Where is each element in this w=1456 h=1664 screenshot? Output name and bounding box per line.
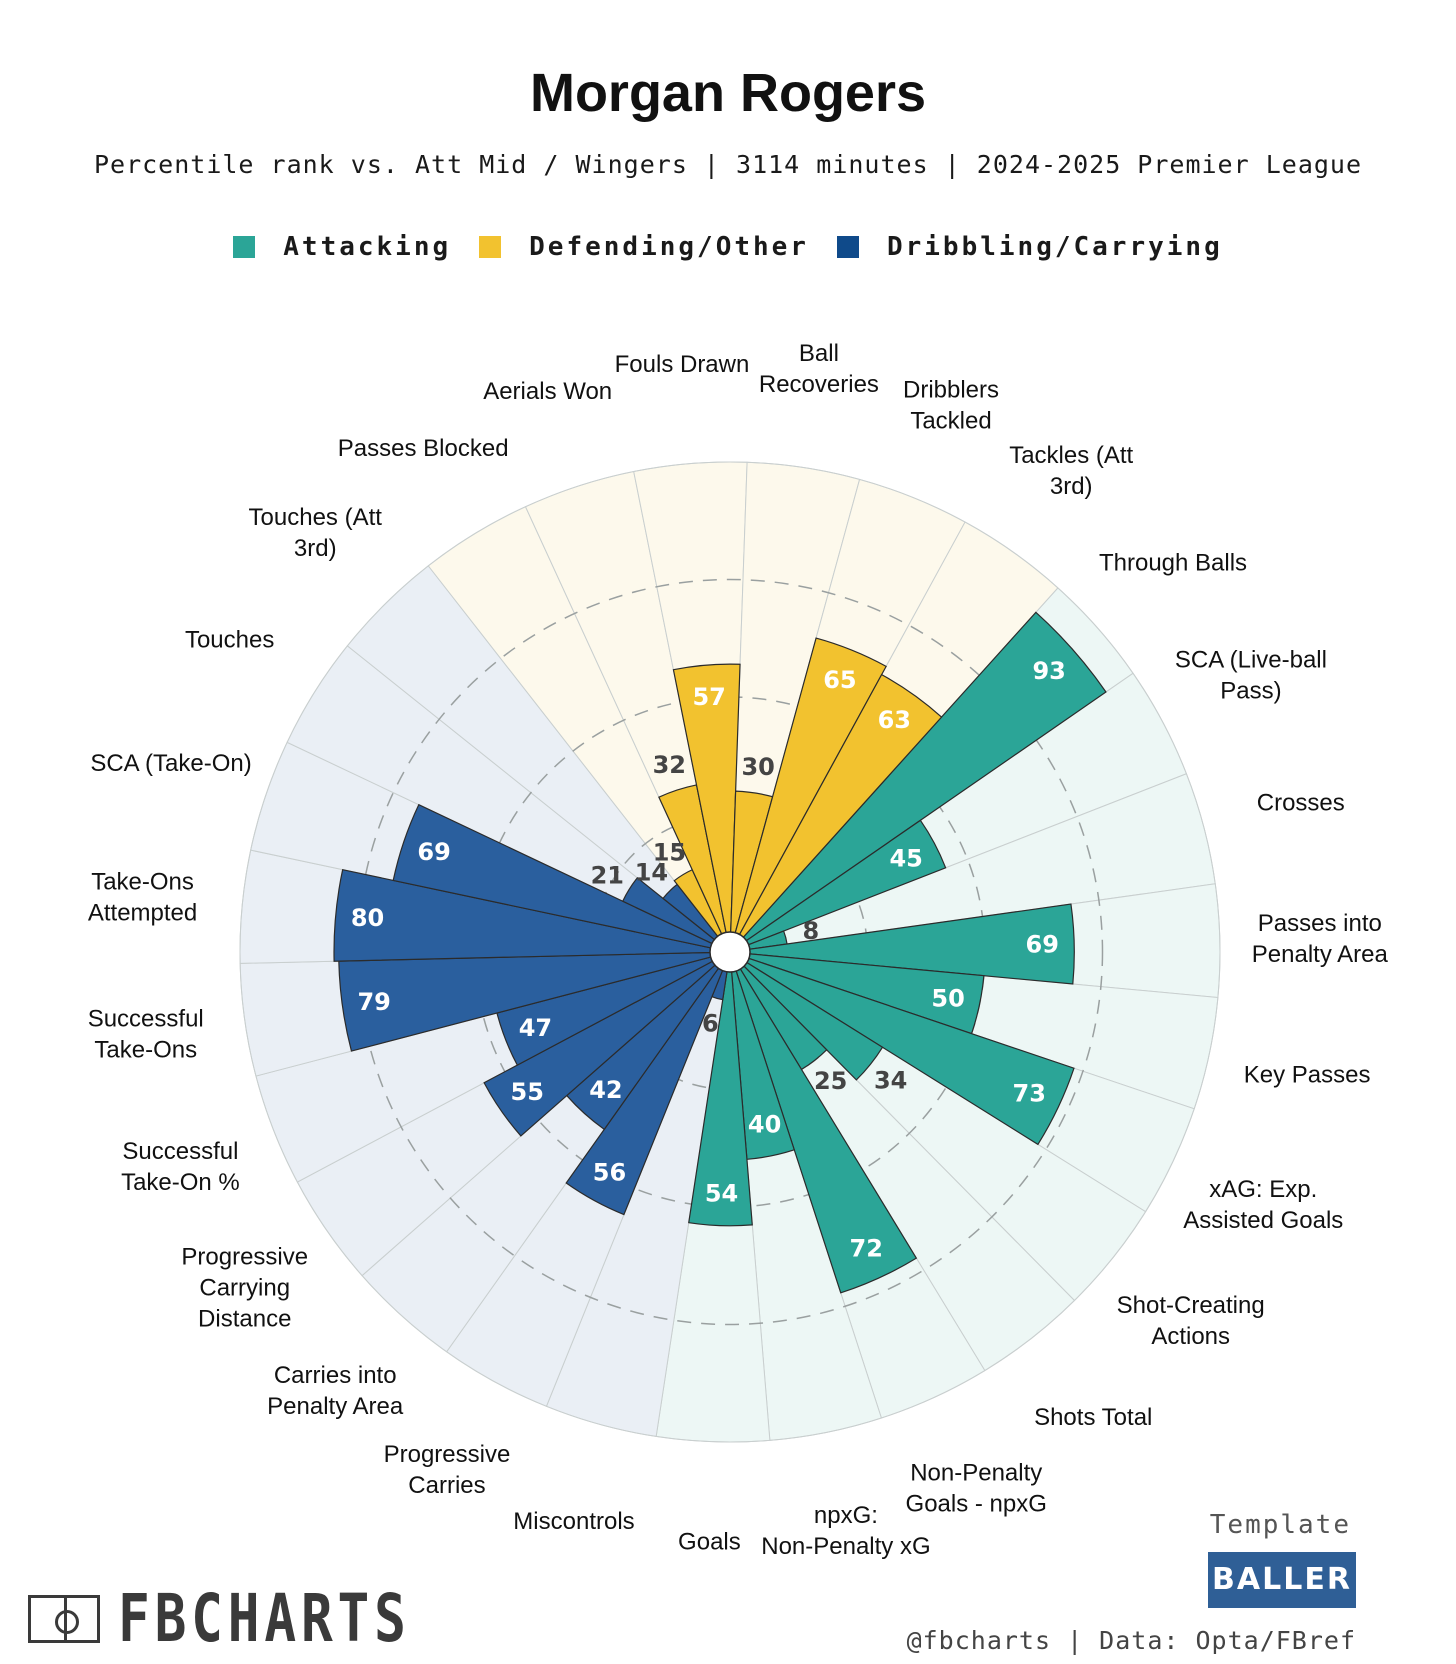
value-label-through-balls: 93 xyxy=(1032,657,1065,685)
value-label-fouls-drawn: 57 xyxy=(692,683,725,711)
legend-label-attacking: Attacking xyxy=(283,232,452,262)
category-label-crosses: Crosses xyxy=(1257,790,1345,817)
category-label-key-passes: Key Passes xyxy=(1244,1062,1371,1089)
category-label-fouls-drawn: Fouls Drawn xyxy=(615,351,750,378)
value-label-shot-creating-actions: 34 xyxy=(874,1067,907,1095)
legend-item-dribbling: Dribbling/Carrying xyxy=(836,232,1223,262)
value-label-touches: 21 xyxy=(591,861,624,889)
value-label-key-passes: 50 xyxy=(931,984,964,1012)
brand-name: FBCHARTS xyxy=(118,1580,411,1657)
category-label-touches: Touches xyxy=(185,626,274,653)
legend-item-attacking: Attacking xyxy=(233,232,451,262)
category-label-sca-take-on: SCA (Take-On) xyxy=(90,750,251,777)
pitch-icon xyxy=(28,1594,100,1643)
category-label-goals: Goals xyxy=(678,1529,741,1556)
template-label: Template xyxy=(1209,1510,1351,1540)
value-label-crosses: 8 xyxy=(803,917,820,945)
value-label-successful-take-on: 47 xyxy=(519,1014,552,1042)
value-label-ball-recoveries: 30 xyxy=(741,753,774,781)
legend-item-defending: Defending/Other xyxy=(479,232,809,262)
gridline-75 xyxy=(356,578,1104,1326)
value-label-dribblers-tackled: 65 xyxy=(823,666,856,694)
category-label-progressive-carrying-distance: Progressive Carrying Distance xyxy=(181,1244,308,1333)
value-label-non-penalty-goals-npxg: 72 xyxy=(850,1235,883,1263)
category-label-successful-take-ons: Successful Take-Ons xyxy=(88,1006,204,1064)
category-label-shots-total: Shots Total xyxy=(1034,1404,1152,1431)
legend-swatch-dribbling xyxy=(836,236,859,258)
value-label-aerials-won: 32 xyxy=(653,751,686,779)
value-label-passes-blocked: 15 xyxy=(653,838,686,866)
category-label-dribblers-tackled: Dribblers Tackled xyxy=(903,376,999,434)
value-label-goals: 54 xyxy=(705,1180,738,1208)
value-label-miscontrols: 6 xyxy=(702,1010,719,1038)
chart-title: Morgan Rogers xyxy=(529,63,927,123)
category-label-shot-creating-actions: Shot-Creating Actions xyxy=(1117,1292,1265,1350)
legend-label-dribbling: Dribbling/Carrying xyxy=(886,232,1223,262)
value-label-progressive-carries: 56 xyxy=(593,1158,626,1186)
legend-label-defending: Defending/Other xyxy=(529,232,809,262)
category-label-miscontrols: Miscontrols xyxy=(513,1508,634,1535)
category-label-tackles-att-3rd: Tackles (Att 3rd) xyxy=(1009,442,1133,500)
category-label-carries-into-penalty-area: Carries into Penalty Area xyxy=(267,1362,404,1420)
value-label-passes-into-penalty-area: 69 xyxy=(1026,931,1059,959)
legend-swatch-attacking xyxy=(233,236,256,258)
template-badge: BALLER xyxy=(1208,1552,1356,1608)
outer-ring xyxy=(239,461,1221,1443)
category-label-npxg-non-penalty-xg: npxG: Non-Penalty xG xyxy=(761,1502,930,1560)
value-label-tackles-att-3rd: 63 xyxy=(878,706,911,734)
value-label-sca-take-on: 69 xyxy=(417,838,450,866)
category-label-non-penalty-goals-npxg: Non-Penalty Goals - npxG xyxy=(906,1460,1047,1518)
category-label-passes-into-penalty-area: Passes into Penalty Area xyxy=(1252,910,1389,968)
category-label-through-balls: Through Balls xyxy=(1099,549,1247,576)
value-label-touches-att-3rd: 14 xyxy=(635,858,668,886)
category-label-aerials-won: Aerials Won xyxy=(483,378,612,405)
value-label-shots-total: 25 xyxy=(814,1067,847,1095)
value-label-xag-exp-assisted-goals: 73 xyxy=(1013,1080,1046,1108)
brand-logo-group: FBCHARTS xyxy=(28,1580,484,1657)
category-label-touches-att-3rd: Touches (Att 3rd) xyxy=(249,504,383,562)
value-label-progressive-carrying-distance: 55 xyxy=(511,1078,544,1106)
category-label-xag-exp-assisted-goals: xAG: Exp. Assisted Goals xyxy=(1183,1176,1343,1234)
value-label-successful-take-ons: 79 xyxy=(357,988,390,1016)
chart-subtitle: Percentile rank vs. Att Mid / Wingers | … xyxy=(93,150,1363,179)
category-label-passes-blocked: Passes Blocked xyxy=(338,435,509,462)
category-label-progressive-carries: Progressive Carries xyxy=(384,1441,511,1499)
value-label-npxg-non-penalty-xg: 40 xyxy=(748,1111,781,1139)
data-credit: @fbcharts | Data: Opta/FBref xyxy=(906,1626,1356,1655)
category-label-sca-live-ball-pass: SCA (Live-ball Pass) xyxy=(1175,647,1327,705)
center-hole xyxy=(709,931,751,973)
value-label-sca-live-ball-pass: 45 xyxy=(889,844,922,872)
legend: Attacking Defending/Other Dribbling/Carr… xyxy=(0,232,1456,262)
value-label-carries-into-penalty-area: 42 xyxy=(589,1076,622,1104)
legend-swatch-defending xyxy=(479,236,502,258)
category-label-successful-take-on: Successful Take-On % xyxy=(121,1138,240,1196)
category-label-take-ons-attempted: Take-Ons Attempted xyxy=(88,869,197,927)
value-label-take-ons-attempted: 80 xyxy=(351,904,384,932)
category-label-ball-recoveries: Ball Recoveries xyxy=(759,340,879,398)
